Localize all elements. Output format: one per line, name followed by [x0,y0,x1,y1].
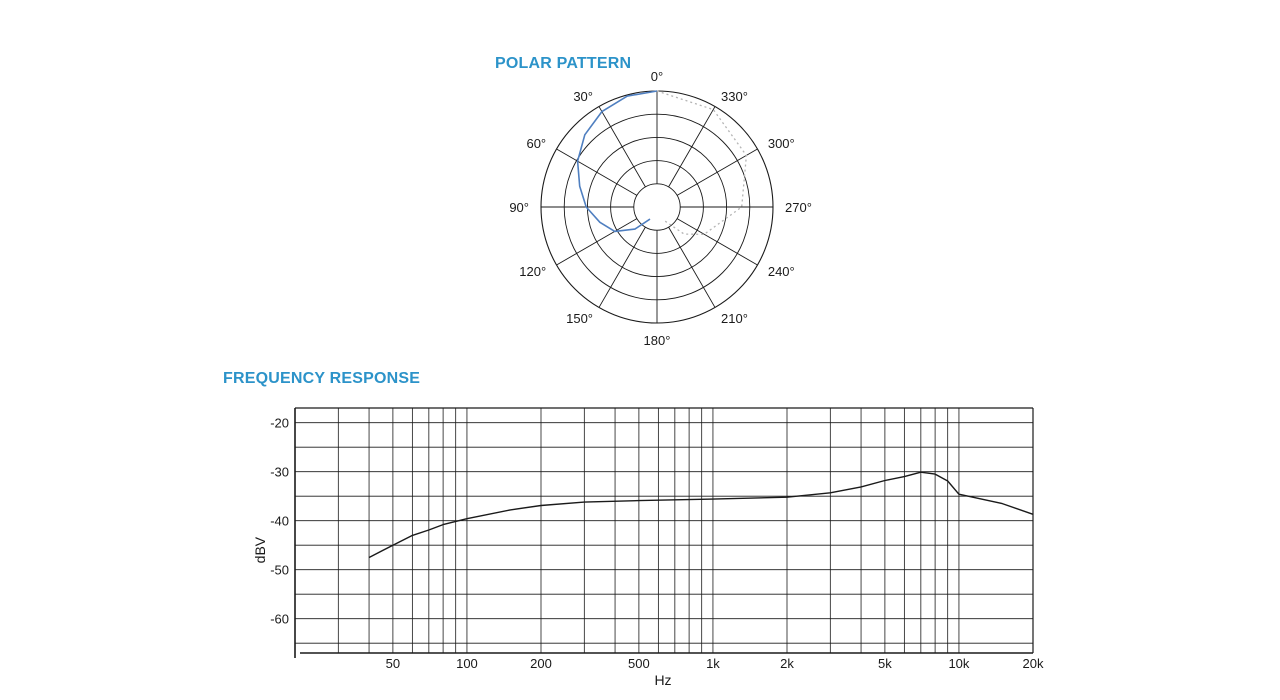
freq-x-tick-label: 500 [628,656,650,671]
polar-ring [633,183,681,231]
freq-x-axis-label: Hz [654,672,671,688]
polar-grid [540,90,774,324]
freq-y-tick-label: -50 [270,563,289,578]
polar-spoke [668,226,716,308]
polar-pattern-chart: 0° 30° 60° 90° 120° 150° 180° 210° 240° 270° 300° 3… [509,69,812,348]
frequency-response-line [368,471,1034,559]
polar-spoke [676,148,758,196]
polar-angle-label: 270° [785,200,812,215]
polar-angle-labels: 0° 30° 60° 90° 120° 150° 180° 210° 240° 270° 300° 3… [509,69,812,348]
freq-x-tick-label: 200 [530,656,552,671]
polar-spoke [668,106,716,188]
polar-angle-label: 150° [566,311,593,326]
freq-y-tick-label: -30 [270,465,289,480]
polar-spoke [556,148,638,196]
polar-angle-label: 30° [573,89,593,104]
frequency-grid [295,408,1033,653]
polar-angle-label: 300° [768,136,795,151]
frequency-axis-labels: Hz dBV [252,536,672,688]
frequency-series [368,471,1034,559]
freq-x-tick-label: 5k [878,656,892,671]
polar-angle-label: 330° [721,89,748,104]
freq-y-axis-label: dBV [252,536,268,563]
freq-x-tick-label: 1k [706,656,720,671]
freq-x-tick-label: 10k [948,656,969,671]
polar-angle-label: 210° [721,311,748,326]
polar-angle-label: 90° [509,200,529,215]
freq-y-tick-label: -20 [270,416,289,431]
polar-spoke [598,106,646,188]
polar-spoke [598,226,646,308]
frequency-y-tick-labels: -20 -30 -40 -50 -60 [270,416,289,627]
polar-front-curve [576,90,658,233]
freq-x-tick-label: 2k [780,656,794,671]
polar-pattern-title: POLAR PATTERN [495,55,632,72]
frequency-x-tick-labels: 50 100 200 500 1k 2k 5k 10k 20k [386,656,1044,671]
polar-spoke [556,218,638,266]
frequency-response-title: FREQUENCY RESPONSE [223,370,421,387]
polar-angle-label: 60° [526,136,546,151]
freq-x-tick-label: 20k [1023,656,1044,671]
polar-angle-label: 240° [768,264,795,279]
polar-spoke [676,218,758,266]
polar-angle-label: 0° [651,69,663,84]
freq-y-tick-label: -40 [270,514,289,529]
frequency-frame [294,407,1034,658]
freq-y-tick-label: -60 [270,612,289,627]
polar-angle-label: 120° [519,264,546,279]
freq-x-tick-label: 50 [386,656,400,671]
polar-series [576,90,748,235]
freq-x-tick-label: 100 [456,656,478,671]
polar-angle-label: 180° [644,333,671,348]
